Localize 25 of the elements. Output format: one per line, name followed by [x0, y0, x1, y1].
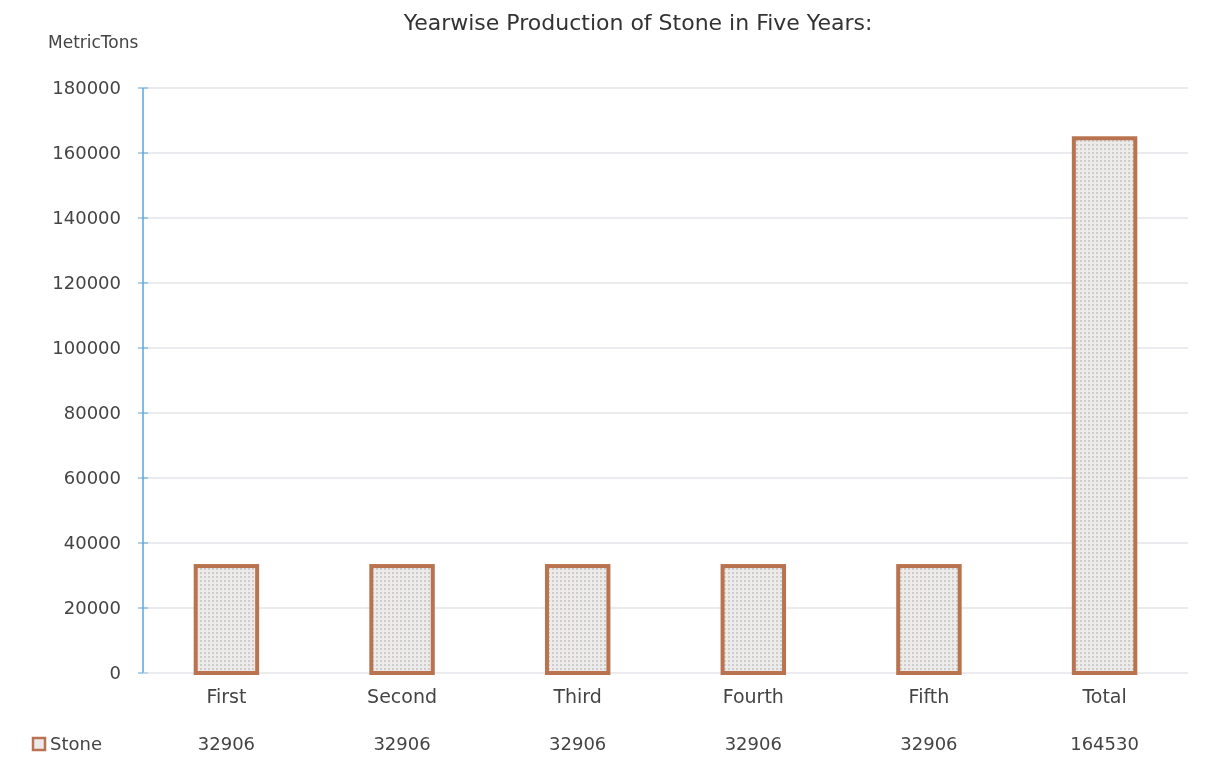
- y-tick-label: 40000: [63, 532, 121, 554]
- y-tick-label: 120000: [52, 272, 121, 294]
- y-tick-label: 100000: [52, 337, 121, 359]
- y-tick-label: 140000: [52, 207, 121, 229]
- x-tick-label: Third: [552, 685, 602, 707]
- chart-title: Yearwise Production of Stone in Five Years:: [402, 10, 873, 35]
- y-tick-label: 0: [109, 662, 121, 684]
- x-tick-label: Total: [1081, 685, 1127, 707]
- y-tick-label: 20000: [63, 597, 121, 619]
- data-label: 32906: [724, 733, 782, 754]
- y-tick-label: 60000: [63, 467, 121, 489]
- text: Stone: [50, 733, 102, 754]
- data-label: 164530: [1070, 733, 1139, 754]
- y-tick-label: 160000: [52, 142, 121, 164]
- y-tick-label: 80000: [63, 402, 121, 424]
- x-tick-label: First: [206, 685, 247, 707]
- y-tick-label: 180000: [52, 77, 121, 99]
- data-label: 32906: [549, 733, 607, 754]
- data-label: 32906: [197, 733, 256, 754]
- y-axis-title: MetricTons: [48, 32, 139, 52]
- x-tick-label: Fifth: [908, 685, 950, 707]
- data-label: 32906: [900, 733, 958, 754]
- x-tick-label: Fourth: [722, 685, 784, 707]
- data-label: 32906: [373, 733, 431, 754]
- x-tick-label: Second: [367, 685, 438, 707]
